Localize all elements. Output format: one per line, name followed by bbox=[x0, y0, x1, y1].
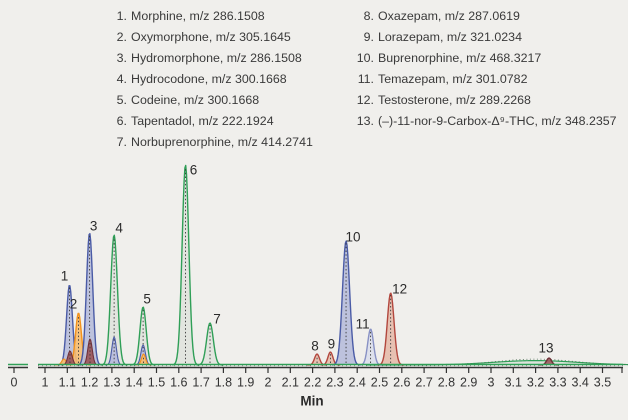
legend-item-number: 13. bbox=[356, 114, 374, 128]
legend-item-text: Buprenorphine, m/z 468.3217 bbox=[378, 51, 542, 65]
legend-item-number: 8. bbox=[363, 9, 374, 23]
legend-item-1: 1. Morphine, m/z 286.1508 bbox=[103, 6, 313, 27]
peak-number-label-2: 2 bbox=[70, 297, 78, 312]
x-axis-title: Min bbox=[300, 394, 323, 409]
x-tick-label: 3.3 bbox=[549, 375, 566, 389]
legend-item-9: 9. Lorazepam, m/z 321.0234 bbox=[348, 27, 617, 48]
legend-item-number: 5. bbox=[116, 93, 127, 107]
legend-item-12: 12. Testosterone, m/z 289.2268 bbox=[348, 90, 617, 111]
x-tick-label: 2.6 bbox=[393, 375, 410, 389]
legend-item-text: Hydromorphone, m/z 286.1508 bbox=[131, 51, 302, 65]
peak-number-label-11: 11 bbox=[356, 317, 370, 332]
legend-item-number: 10. bbox=[356, 51, 374, 65]
legend-item-text: Testosterone, m/z 289.2268 bbox=[378, 93, 531, 107]
peak-number-label-5: 5 bbox=[143, 292, 151, 307]
x-tick-label: 1.4 bbox=[126, 375, 143, 389]
peak-number-label-4: 4 bbox=[115, 221, 123, 236]
legend-item-number: 6. bbox=[116, 114, 127, 128]
x-tick-label: 2 bbox=[265, 375, 272, 389]
legend-item-number: 12. bbox=[356, 93, 374, 107]
peak-number-label-12: 12 bbox=[392, 282, 407, 297]
legend-item-number: 9. bbox=[363, 30, 374, 44]
legend-item-3: 3. Hydromorphone, m/z 286.1508 bbox=[103, 48, 313, 69]
x-tick-label: 2.7 bbox=[415, 375, 432, 389]
x-tick-label: 1.1 bbox=[59, 375, 76, 389]
legend-item-text: Morphine, m/z 286.1508 bbox=[131, 9, 265, 23]
peak-number-label-7: 7 bbox=[213, 312, 221, 327]
x-tick-label: 1.9 bbox=[237, 375, 254, 389]
peak-number-label-8: 8 bbox=[311, 339, 319, 354]
x-tick-label: 2.4 bbox=[349, 375, 366, 389]
x-tick-label: 3 bbox=[488, 375, 495, 389]
peak-number-label-10: 10 bbox=[346, 230, 361, 245]
peak-trace-4 bbox=[100, 234, 128, 366]
legend-item-text: Codeine, m/z 300.1668 bbox=[131, 93, 260, 107]
peak-number-label-13: 13 bbox=[538, 341, 553, 356]
legend-item-text: Oxymorphone, m/z 305.1645 bbox=[131, 30, 291, 44]
legend-item-number: 1. bbox=[116, 9, 127, 23]
legend-item-5: 5. Codeine, m/z 300.1668 bbox=[103, 90, 313, 111]
legend-item-text: Hydrocodone, m/z 300.1668 bbox=[131, 72, 287, 86]
x-tick-label: 3.2 bbox=[527, 375, 544, 389]
legend-item-8: 8. Oxazepam, m/z 287.0619 bbox=[348, 6, 617, 27]
x-tick-label: 3.4 bbox=[572, 375, 589, 389]
legend-item-number: 2. bbox=[116, 30, 127, 44]
peak-trace-8 bbox=[307, 353, 328, 366]
legend-item-6: 6. Tapentadol, m/z 222.1924 bbox=[103, 111, 313, 132]
legend-column-2: 8. Oxazepam, m/z 287.0619 9. Lorazepam, m/… bbox=[348, 6, 617, 132]
x-tick-label: 1.3 bbox=[103, 375, 120, 389]
legend-item-number: 4. bbox=[116, 72, 127, 86]
x-tick-label: 1.8 bbox=[215, 375, 232, 389]
x-tick-label: 3.1 bbox=[505, 375, 522, 389]
x-tick-label-0: 0 bbox=[11, 375, 18, 389]
x-tick-label: 1.7 bbox=[192, 375, 209, 389]
x-tick-label: 1 bbox=[42, 375, 49, 389]
legend-item-4: 4. Hydrocodone, m/z 300.1668 bbox=[103, 69, 313, 90]
legend-item-number: 3. bbox=[116, 51, 127, 65]
x-tick-label: 1.6 bbox=[170, 375, 187, 389]
peak-number-label-1: 1 bbox=[61, 269, 69, 284]
legend-item-13: 13. (–)-11-nor-9-Carbox-Δ⁹-THC, m/z 348.2… bbox=[348, 111, 617, 132]
legend-item-7: 7. Norbuprenorphine, m/z 414.2741 bbox=[103, 132, 313, 153]
legend-item-10: 10. Buprenorphine, m/z 468.3217 bbox=[348, 48, 617, 69]
x-tick-label: 2.5 bbox=[371, 375, 388, 389]
x-tick-label: 1.2 bbox=[81, 375, 98, 389]
peak-number-label-9: 9 bbox=[328, 337, 336, 352]
legend-item-text: Oxazepam, m/z 287.0619 bbox=[378, 9, 520, 23]
x-tick-label: 2.3 bbox=[326, 375, 343, 389]
x-tick-label: 2.1 bbox=[282, 375, 299, 389]
legend-item-number: 11. bbox=[357, 72, 374, 86]
x-tick-label: 2.8 bbox=[438, 375, 455, 389]
peak-trace-6 bbox=[171, 164, 200, 366]
legend-item-text: Temazepam, m/z 301.0782 bbox=[378, 72, 528, 86]
x-tick-label: 2.2 bbox=[304, 375, 321, 389]
peak-number-label-3: 3 bbox=[90, 219, 98, 234]
legend-item-text: Norbuprenorphine, m/z 414.2741 bbox=[131, 135, 313, 149]
legend-item-text: (–)-11-nor-9-Carbox-Δ⁹-THC, m/z 348.2357 bbox=[378, 114, 617, 128]
compound-legend: 1. Morphine, m/z 286.1508 2. Oxymorphone, … bbox=[0, 6, 628, 156]
x-tick-label: 3.5 bbox=[594, 375, 611, 389]
legend-column-1: 1. Morphine, m/z 286.1508 2. Oxymorphone, … bbox=[103, 6, 313, 153]
legend-item-number: 7. bbox=[116, 135, 127, 149]
legend-item-text: Tapentadol, m/z 222.1924 bbox=[131, 114, 274, 128]
peak-number-label-6: 6 bbox=[190, 163, 198, 178]
legend-item-11: 11. Temazepam, m/z 301.0782 bbox=[348, 69, 617, 90]
x-tick-label: 1.5 bbox=[148, 375, 165, 389]
x-tick-label: 2.9 bbox=[460, 375, 477, 389]
legend-item-2: 2. Oxymorphone, m/z 305.1645 bbox=[103, 27, 313, 48]
legend-item-text: Lorazepam, m/z 321.0234 bbox=[378, 30, 522, 44]
